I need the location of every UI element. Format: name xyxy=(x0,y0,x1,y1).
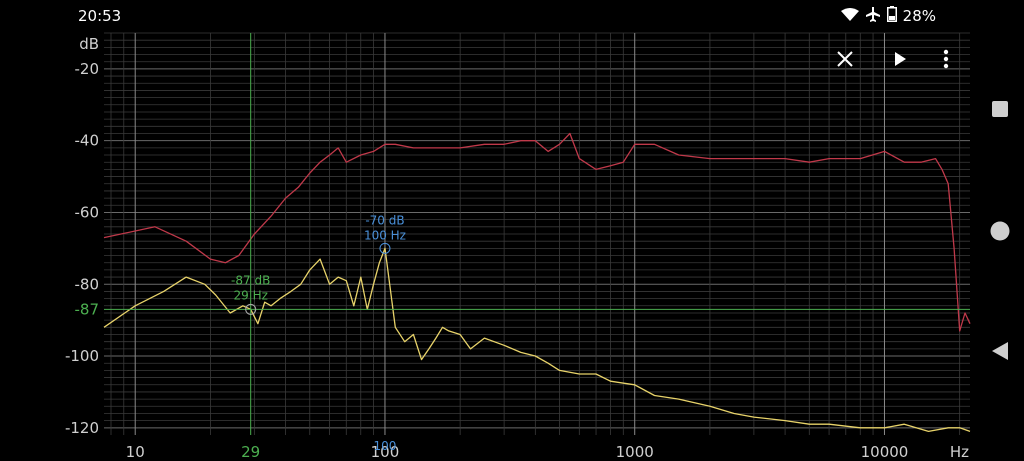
back-button[interactable] xyxy=(988,339,1012,363)
more-vert-icon xyxy=(943,49,949,69)
navigation-bar xyxy=(974,0,1024,461)
play-button[interactable] xyxy=(887,46,913,72)
y-tick-label: -20 xyxy=(75,60,100,78)
battery-percent: 28% xyxy=(902,7,936,25)
circle-icon xyxy=(990,221,1010,241)
close-button[interactable] xyxy=(832,46,858,72)
cursor-x-label: 29 xyxy=(241,443,260,461)
overflow-menu-button[interactable] xyxy=(933,46,959,72)
status-time: 20:53 xyxy=(78,7,122,25)
cursor-readout-db: -87 dB xyxy=(231,273,270,287)
x-tick-label: 100 xyxy=(371,443,400,461)
x-tick-label: 1000 xyxy=(616,443,654,461)
triangle-back-icon xyxy=(992,342,1008,360)
airplane-icon xyxy=(865,6,881,26)
spectrum-plot[interactable]: dB -20 -40 -60 -80 -100 -120 10 100 1000 10000 Hz -… xyxy=(0,30,975,461)
cursor-readout-hz: 29 Hz xyxy=(233,288,267,302)
y-tick-label: -120 xyxy=(65,419,99,437)
y-tick-label: -40 xyxy=(75,132,100,150)
trace-yellow xyxy=(103,247,971,433)
grid xyxy=(104,32,970,435)
peak-readout-hz: 100 Hz xyxy=(364,228,406,242)
peak-marker xyxy=(379,242,391,254)
y-tick-label: -80 xyxy=(75,275,100,293)
wifi-icon xyxy=(840,7,859,26)
cursor-marker xyxy=(245,303,257,315)
traces xyxy=(103,132,971,433)
home-button[interactable] xyxy=(988,219,1012,243)
x-tick-label: 10 xyxy=(126,443,145,461)
status-icons: 28% xyxy=(840,6,936,26)
axis-labels: dB -20 -40 -60 -80 -100 -120 10 100 1000 10000 Hz xyxy=(65,35,969,461)
recents-button[interactable] xyxy=(988,97,1012,121)
close-icon xyxy=(837,51,853,67)
play-icon xyxy=(895,52,906,66)
square-icon xyxy=(992,101,1008,117)
trace-red xyxy=(103,132,971,332)
y-tick-label: -60 xyxy=(75,203,100,221)
cursor-y-label: -87 xyxy=(75,300,100,318)
y-unit-label: dB xyxy=(79,35,99,53)
peak-readout-db: -70 dB xyxy=(365,213,404,227)
y-tick-label: -100 xyxy=(65,347,99,365)
x-unit-label: Hz xyxy=(950,443,969,461)
x-tick-label: 10000 xyxy=(861,443,909,461)
peak-axis-label: 100 xyxy=(374,439,397,453)
status-bar: 20:53 28% xyxy=(0,0,1024,32)
battery-icon xyxy=(886,6,897,26)
